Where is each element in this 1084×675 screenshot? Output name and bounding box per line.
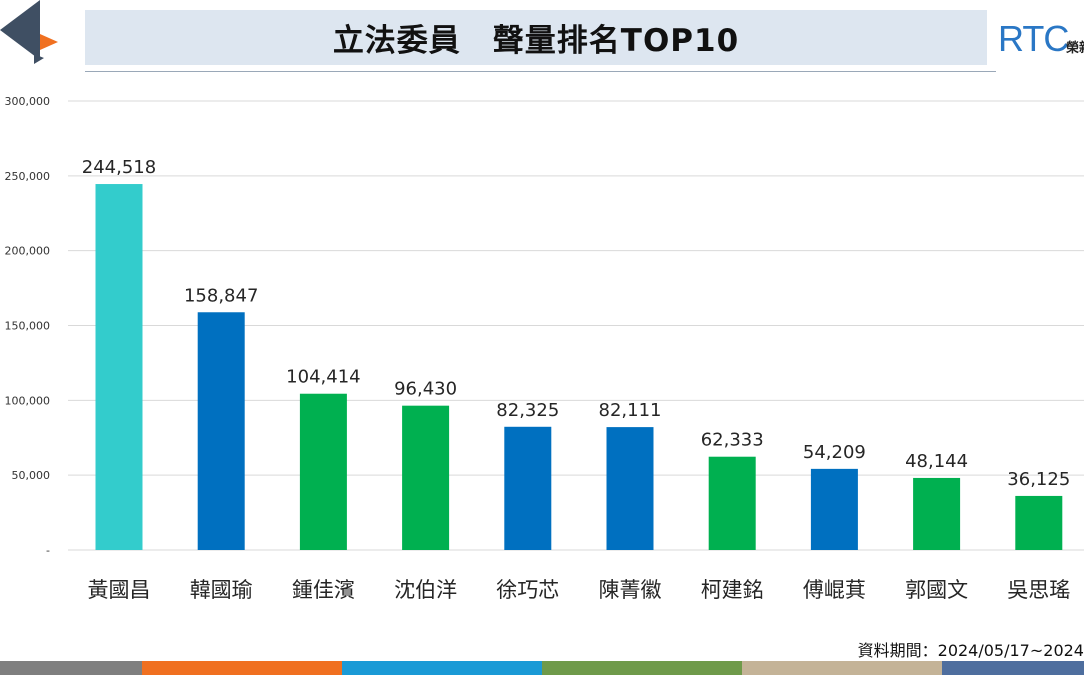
logo-subtext: 榮新 (1066, 41, 1084, 56)
y-tick-label: - (46, 544, 50, 557)
footer-stripe-segment (942, 661, 1084, 675)
y-tick-label: 200,000 (5, 245, 51, 258)
y-tick-label: 50,000 (12, 469, 51, 482)
page-title: 立法委員 聲量排名TOP10 (332, 23, 740, 59)
category-label: 陳菁徽 (599, 578, 662, 602)
bar (913, 477, 961, 550)
category-label: 柯建銘 (701, 578, 764, 602)
category-label: 吳思瑤 (1007, 578, 1070, 602)
data-label: 36,125 (1007, 469, 1070, 490)
footer-stripe-segment (542, 661, 742, 675)
data-period-note: 資料期間：2024/05/17~2024 (857, 641, 1084, 660)
title-bar: 立法委員 聲量排名TOP10 (85, 10, 987, 65)
y-tick-label: 150,000 (5, 320, 51, 333)
data-label: 104,414 (286, 367, 360, 388)
category-label: 韓國瑜 (190, 578, 253, 602)
category-label: 徐巧芯 (496, 578, 559, 602)
y-tick-label: 250,000 (5, 170, 51, 183)
category-label: 傅崐萁 (803, 578, 866, 602)
rtc-logo: RTC 榮新 (998, 12, 1084, 62)
bar (402, 405, 450, 550)
y-tick-label: 300,000 (5, 95, 51, 108)
footer-stripe-segment (0, 661, 142, 675)
logo-text: RTC (998, 18, 1069, 59)
data-label: 82,325 (496, 400, 559, 421)
data-label: 158,847 (184, 285, 258, 306)
bar (606, 427, 654, 550)
bars (95, 184, 1063, 550)
bar (197, 312, 245, 550)
data-label: 82,111 (599, 400, 662, 421)
bar (299, 393, 347, 550)
data-label: 244,518 (82, 157, 156, 178)
brand-logo-icon (0, 0, 58, 64)
category-label: 郭國文 (905, 578, 968, 602)
category-label: 沈伯洋 (394, 578, 457, 602)
data-label: 96,430 (394, 379, 457, 400)
footer-stripe-segment (742, 661, 942, 675)
bar (504, 426, 552, 550)
y-tick-label: 100,000 (5, 394, 51, 407)
category-label: 鍾佳濱 (292, 578, 355, 602)
data-label: 54,209 (803, 442, 866, 463)
bar (1015, 495, 1063, 550)
data-label: 62,333 (701, 430, 764, 451)
category-label: 黃國昌 (88, 578, 151, 602)
bar (95, 184, 143, 550)
y-axis-ticks: - 50,000 100,000 150,000 200,000 250,000 300,0… (5, 95, 51, 557)
value-labels: 244,518 158,847 104,414 96,430 82,325 82,111 6… (82, 157, 1071, 490)
category-labels: 黃國昌 韓國瑜 鍾佳濱 沈伯洋 徐巧芯 陳菁徽 柯建銘 傅崐萁 郭國文 吳思瑤 (88, 578, 1071, 602)
footer-stripe-segment (142, 661, 342, 675)
bar (708, 456, 756, 550)
bar-chart: - 50,000 100,000 150,000 200,000 250,000 300,0… (5, 95, 1084, 602)
bar (810, 468, 858, 550)
title-divider (85, 71, 996, 72)
data-label: 48,144 (905, 451, 968, 472)
footer-stripe (0, 661, 1084, 675)
footer-stripe-segment (342, 661, 542, 675)
